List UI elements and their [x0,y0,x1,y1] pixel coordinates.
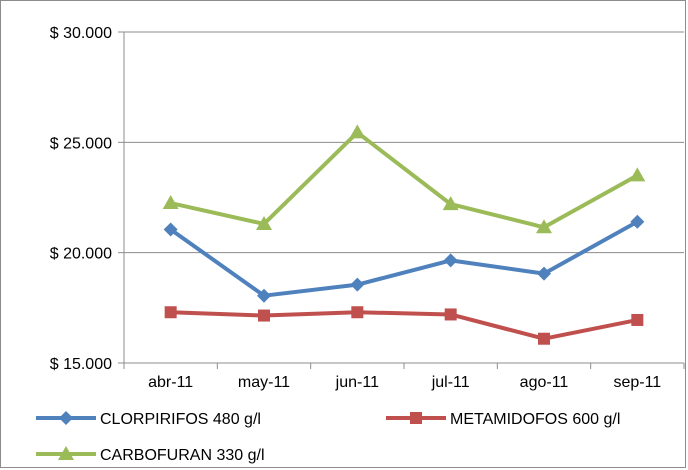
x-axis-ticks: abr-11 may-11 jun-11 jul-11 ago-11 sep-11 [123,363,685,391]
data-point [538,332,550,345]
legend-marker [410,412,422,424]
series-line [170,130,639,230]
series-line [169,220,639,298]
data-point [163,222,178,237]
series-2 [164,306,644,345]
data-point [442,196,459,211]
x-tick-label: may-11 [238,374,290,391]
legend-entry: CARBOFURAN 330 g/l [36,446,265,464]
gridlines [124,31,684,254]
data-point [257,288,271,303]
x-tick-label: ago-11 [520,374,569,391]
x-tick-label: abr-11 [148,374,193,391]
data-point [630,214,645,229]
series-3 [162,124,646,234]
legend-entry: CLORPIRIFOS 480 g/l [36,411,261,428]
data-point [536,219,552,234]
data-point [443,253,458,268]
data-point [444,308,457,321]
data-point [164,306,177,319]
y-tick-label: $ 15.000 [50,356,112,373]
data-point [351,306,364,319]
data-point [629,167,646,182]
legend: CLORPIRIFOS 480 g/l METAMIDOFOS 600 g/l CA… [36,411,620,464]
legend-marker [58,446,74,460]
data-point [537,266,551,281]
legend-label: CLORPIRIFOS 480 g/l [100,411,261,428]
series-1 [163,214,645,303]
y-tick-label: $ 25.000 [50,135,112,152]
data-point [256,215,272,230]
y-axis-ticks: $ 15.000 $ 20.000 $ 25.000 $ 30.000 [50,25,124,373]
x-tick-label: jun-11 [335,374,379,391]
series-layer [162,124,646,345]
x-tick-label: jul-11 [431,374,470,391]
data-point [162,195,179,210]
x-tick-label: sep-11 [613,374,661,391]
legend-label: METAMIDOFOS 600 g/l [450,411,620,428]
y-tick-label: $ 20.000 [50,246,112,263]
y-tick-label: $ 30.000 [50,25,112,42]
legend-marker [59,411,73,425]
legend-label: CARBOFURAN 330 g/l [100,447,265,464]
data-point [350,277,365,292]
data-point [631,313,644,326]
data-point [258,309,270,322]
series-line [170,310,638,341]
data-point [349,124,366,139]
legend-entry: METAMIDOFOS 600 g/l [386,411,620,428]
